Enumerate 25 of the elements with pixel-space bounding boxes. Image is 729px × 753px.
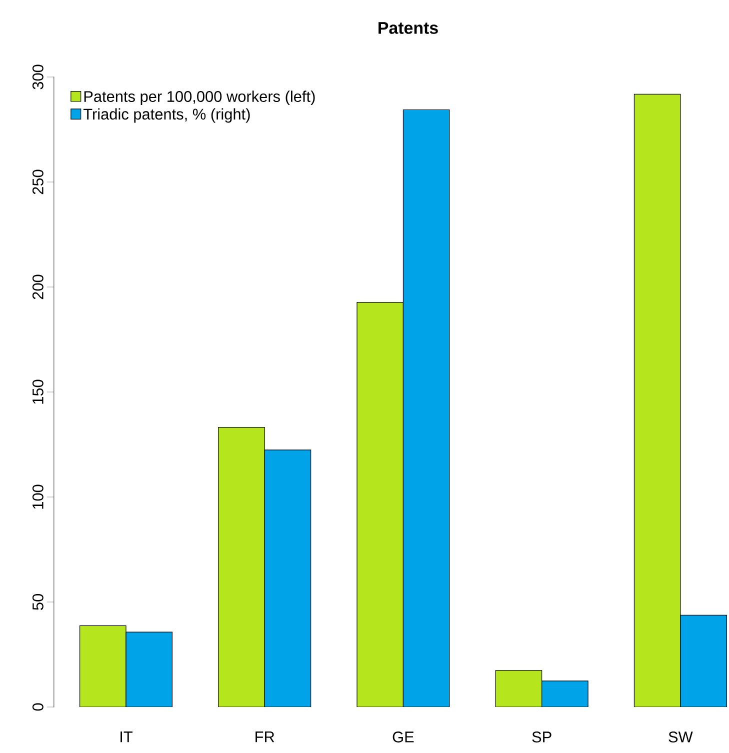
bar bbox=[402, 109, 450, 707]
x-tick-label: GE bbox=[392, 732, 414, 742]
x-tick-label: SP bbox=[532, 732, 552, 742]
y-tick-label: 300 bbox=[32, 64, 44, 90]
bar bbox=[542, 680, 588, 707]
x-tick-label: IT bbox=[120, 732, 133, 742]
bar bbox=[495, 670, 542, 707]
legend-label: Triadic patents, % (right) bbox=[83, 108, 250, 123]
bar bbox=[680, 614, 727, 707]
x-tick-label: FR bbox=[256, 732, 274, 742]
bar bbox=[634, 94, 681, 707]
y-tick-label: 100 bbox=[32, 484, 44, 509]
bar bbox=[126, 632, 173, 707]
bar bbox=[356, 302, 404, 707]
x-tick-label: SW bbox=[668, 732, 693, 742]
bar bbox=[264, 450, 311, 707]
y-tick-label: 50 bbox=[32, 594, 44, 610]
legend-label: Patents per 100,000 workers (left) bbox=[84, 90, 315, 106]
y-tick-label: 150 bbox=[32, 380, 44, 404]
chart-title: Patents bbox=[378, 22, 438, 34]
bar bbox=[218, 427, 265, 707]
bar bbox=[79, 625, 126, 707]
y-tick-label: 0 bbox=[32, 703, 44, 711]
y-tick-label: 250 bbox=[32, 170, 44, 194]
y-tick-label: 200 bbox=[32, 274, 44, 300]
